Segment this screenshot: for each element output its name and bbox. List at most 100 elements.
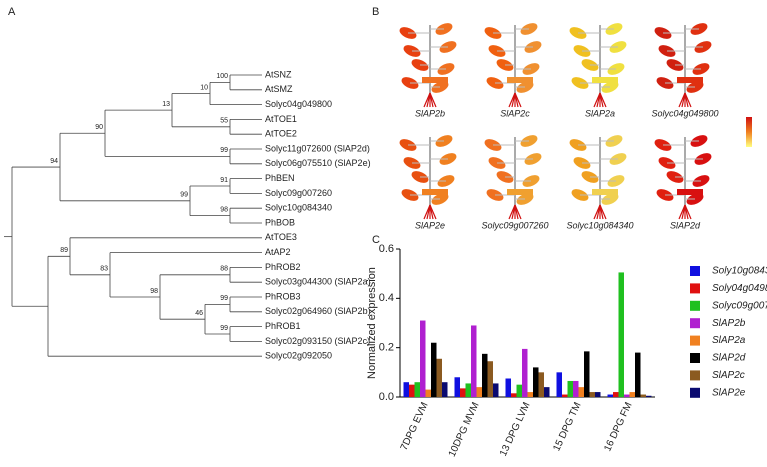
fruit-row [422, 189, 448, 195]
root [514, 92, 522, 108]
bar [522, 348, 528, 397]
legend-label: Soly10g084340 [712, 266, 767, 277]
plant-label: SlAP2c [500, 108, 530, 118]
bar [646, 395, 652, 397]
bootstrap-value: 13 [162, 101, 170, 108]
y-tick-label: 0.2 [379, 342, 394, 354]
bootstrap-value: 99 [220, 325, 228, 332]
bar [589, 392, 595, 397]
plant-label: SlAP2b [415, 108, 445, 118]
leaf-label: PhBOB [265, 217, 295, 227]
legend-swatch [690, 370, 700, 381]
legend-swatch [690, 353, 700, 363]
plant-label: Solyc10g084340 [566, 220, 633, 230]
bar [516, 384, 522, 397]
bar [624, 394, 630, 397]
leaf-label: AtSNZ [265, 69, 292, 79]
legend-label: SlAP2c [712, 370, 745, 381]
plant-map [654, 23, 712, 108]
bootstrap-value: 89 [60, 247, 68, 254]
panel-letter: B [372, 6, 379, 18]
bar [409, 384, 415, 397]
leaf-label: AtAP2 [265, 247, 291, 257]
leaf-label: Solyc04g049800 [265, 99, 332, 109]
bootstrap-value: 46 [195, 310, 203, 317]
legend-swatch [690, 266, 700, 276]
legend-label: SlAP2b [712, 318, 746, 329]
leaf-label: PhROB1 [265, 321, 301, 331]
bar [465, 383, 471, 397]
y-tick-label: 0.4 [379, 292, 394, 304]
leaf-label: PhROB3 [265, 291, 301, 301]
bar [567, 380, 573, 397]
legend-swatch [690, 283, 700, 294]
x-tick-label: 10DPG MVM [447, 401, 482, 459]
fruit-row [677, 189, 703, 195]
bar [584, 351, 590, 397]
bootstrap-value: 99 [180, 192, 188, 199]
y-tick-label: 0.6 [379, 243, 394, 255]
legend-swatch [690, 335, 700, 346]
plant-label: Solyc09g007260 [481, 220, 548, 230]
bootstrap-value: 10 [200, 84, 208, 91]
legend-swatch [690, 387, 700, 398]
bar [618, 272, 624, 397]
plant-map [399, 23, 457, 108]
legend-label: Soly04g049800 [712, 283, 767, 294]
plant-label: SlAP2e [415, 220, 445, 230]
bar [640, 394, 646, 397]
bootstrap-value: 99 [220, 147, 228, 154]
bootstrap-value: 98 [150, 288, 158, 295]
leaf-label: AtTOE1 [265, 114, 297, 124]
plant-label: SlAP2a [585, 108, 615, 118]
bar [505, 378, 511, 397]
legend-swatch [690, 300, 700, 311]
bar [420, 320, 426, 397]
legend-label: SlAP2d [712, 353, 746, 364]
bar [578, 387, 584, 397]
color-scale [746, 117, 752, 147]
bar [454, 377, 460, 397]
leaf-label: Solyc09g007260 [265, 188, 332, 198]
leaf-label: Solyc03g044300 (SlAP2a) [265, 277, 371, 287]
y-tick-label: 0.0 [379, 391, 394, 403]
x-tick-label: 13 DPG LVM [498, 401, 533, 458]
bar [629, 392, 635, 397]
bar [527, 392, 533, 397]
bootstrap-value: 94 [50, 158, 58, 165]
legend-label: SlAP2e [712, 387, 746, 398]
leaf-label: AtTOE2 [265, 129, 297, 139]
plant-label: SlAP2d [670, 220, 701, 230]
bar [425, 389, 431, 397]
leaf-label: PhBEN [265, 173, 295, 183]
bootstrap-value: 91 [220, 177, 228, 184]
bar [493, 383, 499, 397]
bar [533, 367, 539, 397]
legend-label: Solyc09g007260 [712, 300, 767, 311]
bootstrap-value: 55 [220, 118, 228, 125]
bootstrap-value: 100 [216, 73, 228, 80]
bootstrap-value: 98 [220, 206, 228, 213]
plant-map [569, 23, 627, 108]
leaf-label: Solyc02g064960 (SlAP2b) [265, 306, 371, 316]
leaf-label: Solyc02g093150 (SlAP2c) [265, 336, 370, 346]
leaf-label: Solyc02g092050 [265, 351, 332, 361]
bar [562, 394, 568, 397]
root [599, 204, 607, 220]
root [429, 204, 437, 220]
leaf-label: AtTOE3 [265, 232, 297, 242]
root [684, 204, 692, 220]
bar [436, 358, 442, 397]
y-axis-label: Normalized expression [366, 267, 378, 379]
plant-map [484, 135, 542, 220]
bootstrap-value: 99 [220, 295, 228, 302]
bar [487, 361, 493, 397]
bootstrap-value: 83 [100, 266, 108, 273]
bar [635, 352, 641, 397]
plant-map [484, 23, 542, 108]
plant-label: Solyc04g049800 [651, 108, 718, 118]
bar [476, 387, 482, 397]
bar [431, 342, 437, 397]
plant-map [399, 135, 457, 220]
